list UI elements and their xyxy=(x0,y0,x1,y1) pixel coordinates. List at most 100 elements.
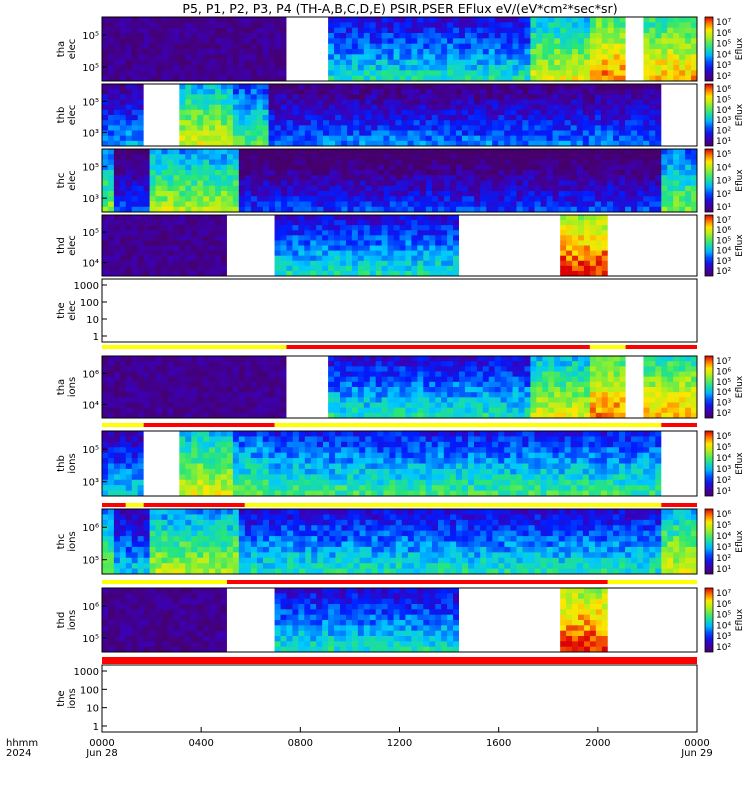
heatmap-cell xyxy=(275,154,282,160)
heatmap-cell xyxy=(286,225,293,231)
heatmap-cell xyxy=(453,356,460,362)
heatmap-cell xyxy=(405,387,412,393)
heatmap-cell xyxy=(425,130,433,137)
heatmap-cell xyxy=(179,49,186,55)
heatmap-cell xyxy=(143,206,151,213)
heatmap-cell xyxy=(131,270,139,277)
heatmap-cell xyxy=(387,412,395,419)
heatmap-cell xyxy=(552,109,560,116)
heatmap-cell xyxy=(209,38,216,45)
heatmap-cell xyxy=(359,149,367,155)
heatmap-cell xyxy=(655,191,662,197)
heatmap-cell xyxy=(417,376,424,383)
heatmap-cell xyxy=(238,185,246,192)
heatmap-cell xyxy=(357,70,365,77)
heatmap-cell xyxy=(619,84,626,90)
heatmap-cell xyxy=(377,159,385,166)
heatmap-cell xyxy=(578,371,585,378)
heatmap-cell xyxy=(341,140,348,147)
heatmap-cell xyxy=(443,140,451,147)
heatmap-cell xyxy=(494,54,502,61)
heatmap-cell xyxy=(540,125,548,131)
heatmap-cell xyxy=(488,381,496,388)
heatmap-cell xyxy=(606,206,614,213)
heatmap-cell xyxy=(238,89,246,95)
heatmap-cell xyxy=(232,99,240,106)
heatmap-cell xyxy=(582,89,590,95)
heatmap-cell xyxy=(443,120,451,126)
heatmap-cell xyxy=(334,75,341,82)
heatmap-cell xyxy=(482,387,490,393)
heatmap-cell xyxy=(286,215,293,221)
heatmap-cell xyxy=(486,191,493,197)
heatmap-cell xyxy=(459,407,466,414)
heatmap-cell xyxy=(552,206,560,213)
heatmap-cell xyxy=(161,371,168,378)
heatmap-cell xyxy=(506,54,514,61)
heatmap-cell xyxy=(137,376,145,383)
heatmap-cell xyxy=(546,196,554,202)
heatmap-cell xyxy=(197,43,204,50)
heatmap-cell xyxy=(221,225,228,231)
heatmap-cell xyxy=(238,407,246,414)
heatmap-cell xyxy=(167,185,174,192)
heatmap-cell xyxy=(191,397,198,403)
heatmap-cell xyxy=(328,371,335,378)
heatmap-cell xyxy=(286,255,293,262)
heatmap-cell xyxy=(149,407,157,414)
heatmap-cell xyxy=(102,240,109,246)
heatmap-cell xyxy=(601,33,609,39)
heatmap-cell xyxy=(516,159,523,166)
heatmap-cell xyxy=(149,402,157,409)
heatmap-cell xyxy=(161,220,168,226)
heatmap-cell xyxy=(149,170,157,176)
heatmap-cell xyxy=(431,125,439,131)
heatmap-cell xyxy=(554,371,561,378)
heatmap-cell xyxy=(459,17,466,23)
heatmap-cell xyxy=(221,220,228,226)
heatmap-cell xyxy=(256,170,264,176)
heatmap-cell xyxy=(685,185,692,192)
heatmap-cell xyxy=(518,65,525,71)
heatmap-cell xyxy=(435,33,442,39)
heatmap-cell xyxy=(363,225,371,231)
heatmap-cell xyxy=(102,22,109,29)
heatmap-cell xyxy=(441,75,448,82)
heatmap-cell xyxy=(393,17,400,23)
heatmap-cell xyxy=(298,270,305,277)
heatmap-cell xyxy=(351,260,359,267)
heatmap-cell xyxy=(274,220,281,226)
heatmap-cell xyxy=(185,140,192,147)
heatmap-cell xyxy=(377,180,385,187)
heatmap-cell xyxy=(304,135,312,142)
heatmap-cell xyxy=(459,59,466,66)
heatmap-cell xyxy=(299,206,306,213)
heatmap-cell xyxy=(566,412,573,419)
heatmap-cell xyxy=(250,125,258,131)
heatmap-cell xyxy=(280,130,288,137)
heatmap-cell xyxy=(341,159,348,166)
heatmap-cell xyxy=(655,17,662,23)
heatmap-cell xyxy=(673,170,680,176)
heatmap-cell xyxy=(582,84,590,90)
heatmap-cell xyxy=(221,164,228,171)
heatmap-cell xyxy=(143,43,151,50)
heatmap-cell xyxy=(131,260,139,267)
heatmap-cell xyxy=(405,376,412,383)
heatmap-cell xyxy=(221,245,228,252)
heatmap-cell xyxy=(191,49,198,55)
heatmap-cell xyxy=(131,250,139,257)
heatmap-cell xyxy=(572,22,579,29)
heatmap-cell xyxy=(506,65,514,71)
heatmap-cell xyxy=(232,65,240,71)
heatmap-cell xyxy=(286,230,293,236)
heatmap-cell xyxy=(334,70,341,77)
heatmap-cell xyxy=(102,196,109,202)
heatmap-cell xyxy=(226,125,234,131)
heatmap-cell xyxy=(399,376,406,383)
heatmap-cell xyxy=(161,412,168,419)
heatmap-cell xyxy=(429,245,436,252)
heatmap-cell xyxy=(399,54,406,61)
heatmap-cell xyxy=(203,230,210,236)
heatmap-cell xyxy=(578,65,585,71)
